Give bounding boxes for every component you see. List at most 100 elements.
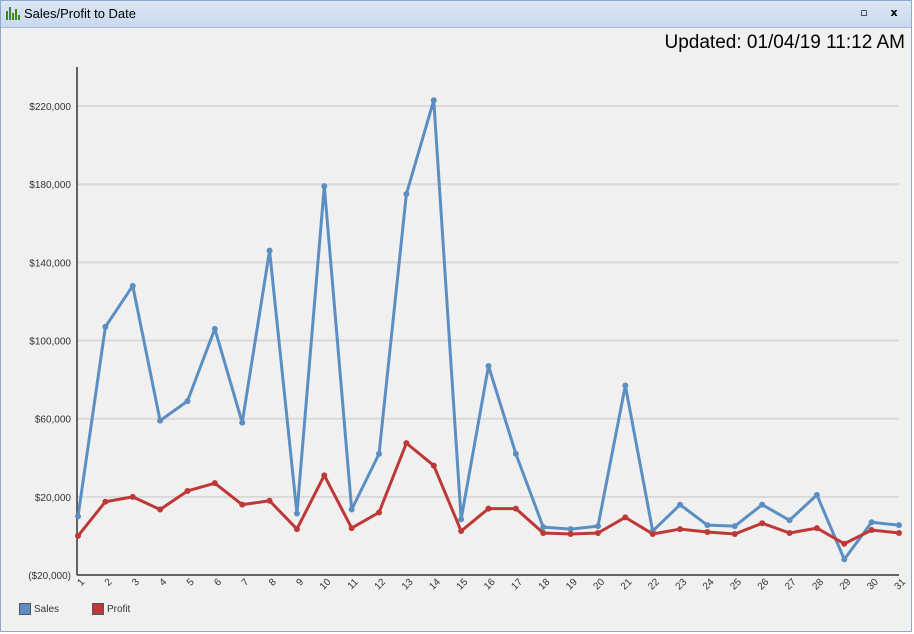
data-point-sales <box>868 519 875 526</box>
x-tick-label: 15 <box>455 576 471 592</box>
x-tick-label: 17 <box>509 576 525 592</box>
data-point-profit <box>403 440 410 447</box>
x-tick-label: 28 <box>810 576 826 592</box>
data-point-profit <box>430 462 437 469</box>
x-tick-label: 22 <box>646 576 662 592</box>
x-tick-label: 19 <box>564 576 580 592</box>
x-tick-label: 18 <box>537 576 553 592</box>
data-point-sales <box>841 556 848 563</box>
x-tick-label: 24 <box>701 576 717 592</box>
data-point-profit <box>239 501 246 508</box>
data-point-profit <box>321 472 328 479</box>
series-points <box>75 97 902 563</box>
window-title: Sales/Profit to Date <box>24 6 136 21</box>
y-tick-label: $220,000 <box>29 102 71 113</box>
data-point-profit <box>376 509 383 516</box>
x-tick-label: 9 <box>294 576 306 588</box>
y-tick-label: ($20,000) <box>28 571 71 582</box>
data-point-sales <box>567 526 574 533</box>
data-point-sales <box>403 191 410 197</box>
data-point-profit <box>786 529 793 536</box>
data-point-profit <box>485 505 492 512</box>
data-point-profit <box>759 520 766 527</box>
data-point-profit <box>75 532 81 539</box>
x-tick-label: 2 <box>103 576 115 588</box>
data-point-sales <box>157 417 164 424</box>
x-tick-label: 8 <box>267 576 279 588</box>
data-point-profit <box>649 530 656 537</box>
restore-button[interactable]: ▫ <box>860 6 868 19</box>
data-point-sales <box>813 491 820 498</box>
y-tick-label: $100,000 <box>29 337 71 348</box>
data-point-sales <box>622 382 629 389</box>
data-point-profit <box>731 530 738 537</box>
x-tick-label: 11 <box>346 576 361 591</box>
y-tick-label: $20,000 <box>35 493 72 504</box>
data-point-sales <box>512 450 519 457</box>
data-point-sales <box>102 323 109 330</box>
data-point-profit <box>129 493 136 500</box>
updated-timestamp: Updated: 01/04/19 11:12 AM <box>664 32 906 53</box>
data-point-profit <box>704 529 711 536</box>
data-point-sales <box>239 419 246 426</box>
x-tick-label: 30 <box>865 576 881 592</box>
x-tick-label: 27 <box>783 576 799 592</box>
data-point-profit <box>841 540 848 547</box>
data-point-sales <box>759 501 766 508</box>
legend-sales-swatch <box>19 603 31 615</box>
x-tick-label: 10 <box>318 576 334 592</box>
data-point-sales <box>704 522 711 529</box>
axes <box>76 67 899 576</box>
data-point-sales <box>677 501 684 508</box>
data-point-profit <box>458 528 465 535</box>
data-point-sales <box>458 516 465 523</box>
legend-profit-label: Profit <box>107 604 131 615</box>
x-tick-label: 7 <box>240 576 252 588</box>
data-point-sales <box>211 325 218 332</box>
x-tick-labels: 1 2 3 4 5 6 7 8 9 10 11 12 13 14 15 16 17 18 19 20 21 22 23 24 2… <box>75 576 908 592</box>
data-point-sales <box>184 398 191 405</box>
data-point-profit <box>266 497 273 504</box>
data-point-profit <box>622 514 629 521</box>
gridlines <box>77 105 899 498</box>
y-tick-labels: ($20,000) $20,000 $60,000 $100,000 $140,000 $… <box>28 102 71 582</box>
x-tick-label: 5 <box>185 576 197 588</box>
x-tick-label: 16 <box>482 576 498 592</box>
data-point-sales <box>266 247 273 254</box>
data-point-profit <box>157 506 164 513</box>
legend-profit-swatch <box>92 603 104 615</box>
data-point-sales <box>540 524 547 531</box>
close-button[interactable]: x <box>890 6 898 19</box>
x-tick-label: 21 <box>619 576 635 592</box>
y-tick-label: $180,000 <box>29 180 71 191</box>
title-bar[interactable]: Sales/Profit to Date ▫ x <box>1 1 911 28</box>
data-point-sales <box>485 362 492 369</box>
data-point-sales <box>348 506 355 513</box>
x-tick-label: 4 <box>158 576 170 588</box>
data-point-profit <box>813 525 820 532</box>
data-point-sales <box>376 450 383 457</box>
x-tick-label: 1 <box>75 576 87 588</box>
x-tick-label: 25 <box>728 576 744 592</box>
data-point-sales <box>786 517 793 524</box>
x-tick-label: 3 <box>130 576 142 588</box>
data-point-sales <box>430 97 437 104</box>
data-point-profit <box>896 529 902 536</box>
data-point-profit <box>102 498 109 505</box>
data-point-sales <box>896 522 902 529</box>
series-lines <box>76 98 900 561</box>
x-tick-label: 26 <box>756 576 772 592</box>
x-tick-label: 31 <box>893 576 909 592</box>
data-point-sales <box>75 513 81 520</box>
data-point-profit <box>567 530 574 537</box>
y-tick-label: $60,000 <box>35 415 72 426</box>
data-point-sales <box>293 510 300 517</box>
data-point-profit <box>677 526 684 533</box>
x-tick-label: 29 <box>838 576 854 592</box>
x-tick-label: 12 <box>373 576 389 592</box>
data-point-profit <box>184 487 191 494</box>
x-tick-label: 13 <box>400 576 416 592</box>
data-point-sales <box>731 523 738 530</box>
